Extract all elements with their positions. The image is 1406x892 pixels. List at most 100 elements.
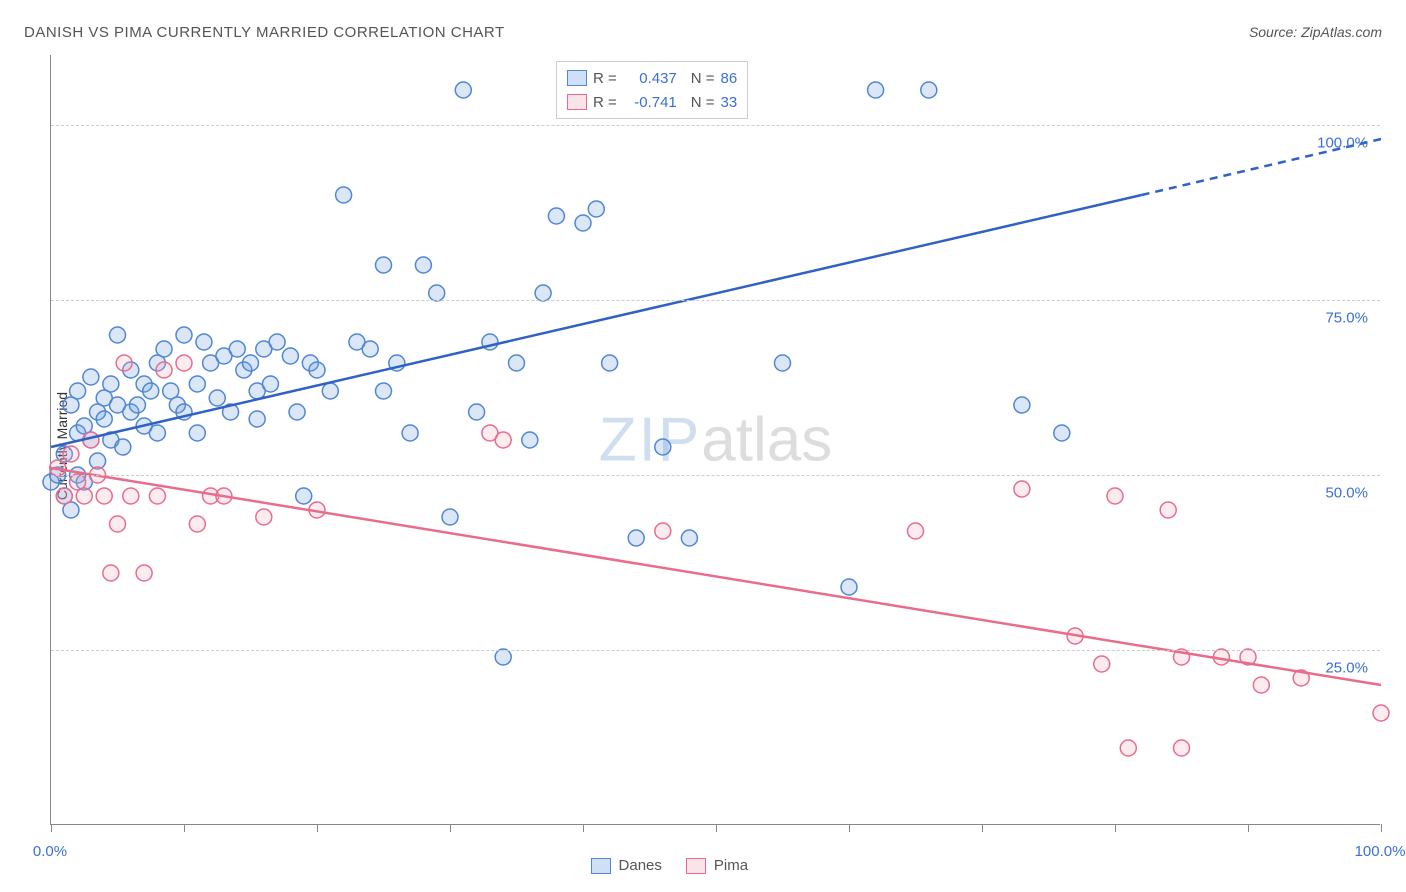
scatter-point	[455, 82, 471, 98]
legend-label: Danes	[619, 857, 662, 874]
scatter-point	[602, 355, 618, 371]
scatter-point	[196, 334, 212, 350]
x-tick	[317, 824, 318, 832]
scatter-point	[1014, 481, 1030, 497]
plot-svg	[51, 55, 1380, 824]
correlation-legend: R = 0.437 N = 86 R = -0.741 N = 33	[556, 61, 748, 119]
scatter-point	[535, 285, 551, 301]
legend-swatch	[591, 858, 611, 874]
source-label: Source: ZipAtlas.com	[1249, 24, 1382, 40]
chart-title: DANISH VS PIMA CURRENTLY MARRIED CORRELA…	[24, 24, 505, 41]
legend-label: Pima	[714, 857, 748, 874]
scatter-point	[1174, 740, 1190, 756]
scatter-point	[189, 376, 205, 392]
scatter-point	[243, 355, 259, 371]
x-tick	[51, 824, 52, 832]
legend-swatch	[567, 70, 587, 86]
scatter-point	[322, 383, 338, 399]
series-legend: Danes Pima	[591, 857, 749, 874]
scatter-point	[96, 488, 112, 504]
scatter-point	[655, 439, 671, 455]
scatter-point	[575, 215, 591, 231]
scatter-point	[841, 579, 857, 595]
scatter-point	[110, 516, 126, 532]
gridline	[51, 650, 1380, 651]
legend-row: R = -0.741 N = 33	[567, 90, 737, 114]
scatter-point	[921, 82, 937, 98]
scatter-point	[103, 376, 119, 392]
scatter-point	[681, 530, 697, 546]
x-tick	[1248, 824, 1249, 832]
scatter-point	[1253, 677, 1269, 693]
scatter-point	[129, 397, 145, 413]
scatter-point	[1373, 705, 1389, 721]
x-tick	[450, 824, 451, 832]
r-label: R =	[593, 94, 617, 111]
gridline	[51, 125, 1380, 126]
scatter-point	[289, 404, 305, 420]
chart-container: DANISH VS PIMA CURRENTLY MARRIED CORRELA…	[0, 0, 1406, 892]
scatter-point	[70, 383, 86, 399]
scatter-point	[110, 327, 126, 343]
scatter-point	[116, 355, 132, 371]
n-label: N =	[691, 70, 715, 87]
scatter-point	[1107, 488, 1123, 504]
scatter-point	[1120, 740, 1136, 756]
y-tick-label: 25.0%	[1325, 660, 1368, 677]
scatter-point	[143, 383, 159, 399]
legend-swatch	[567, 94, 587, 110]
scatter-point	[76, 488, 92, 504]
x-tick-label: 0.0%	[33, 843, 67, 860]
legend-swatch	[686, 858, 706, 874]
scatter-point	[83, 369, 99, 385]
scatter-point	[149, 425, 165, 441]
scatter-point	[415, 257, 431, 273]
scatter-point	[775, 355, 791, 371]
scatter-point	[362, 341, 378, 357]
scatter-point	[868, 82, 884, 98]
trend-line	[51, 195, 1142, 447]
scatter-point	[123, 488, 139, 504]
scatter-point	[149, 488, 165, 504]
n-value: 33	[721, 94, 738, 111]
scatter-point	[176, 327, 192, 343]
scatter-point	[96, 411, 112, 427]
legend-row: R =0.437N =86	[567, 66, 737, 90]
scatter-point	[336, 187, 352, 203]
scatter-point	[495, 432, 511, 448]
scatter-point	[115, 439, 131, 455]
scatter-point	[229, 341, 245, 357]
r-value: 0.437	[623, 70, 677, 87]
x-tick	[849, 824, 850, 832]
scatter-point	[376, 257, 392, 273]
scatter-point	[209, 390, 225, 406]
x-tick	[1381, 824, 1382, 832]
scatter-point	[655, 523, 671, 539]
scatter-point	[176, 355, 192, 371]
n-value: 86	[721, 70, 738, 87]
scatter-point	[63, 446, 79, 462]
scatter-point	[56, 488, 72, 504]
scatter-point	[1094, 656, 1110, 672]
n-label: N =	[691, 94, 715, 111]
scatter-point	[256, 509, 272, 525]
scatter-point	[469, 404, 485, 420]
plot-area: ZIPatlas R =0.437N =86R =-0.741N =33 25.…	[50, 55, 1380, 825]
x-tick	[716, 824, 717, 832]
scatter-point	[156, 341, 172, 357]
scatter-point	[376, 383, 392, 399]
legend-item: Danes	[591, 857, 662, 874]
scatter-point	[402, 425, 418, 441]
y-tick-label: 75.0%	[1325, 310, 1368, 327]
scatter-point	[509, 355, 525, 371]
scatter-point	[495, 649, 511, 665]
trend-line	[51, 468, 1381, 685]
x-tick	[184, 824, 185, 832]
scatter-point	[189, 425, 205, 441]
scatter-point	[429, 285, 445, 301]
gridline	[51, 475, 1380, 476]
x-tick	[982, 824, 983, 832]
scatter-point	[156, 362, 172, 378]
r-value: -0.741	[623, 94, 677, 111]
scatter-point	[548, 208, 564, 224]
